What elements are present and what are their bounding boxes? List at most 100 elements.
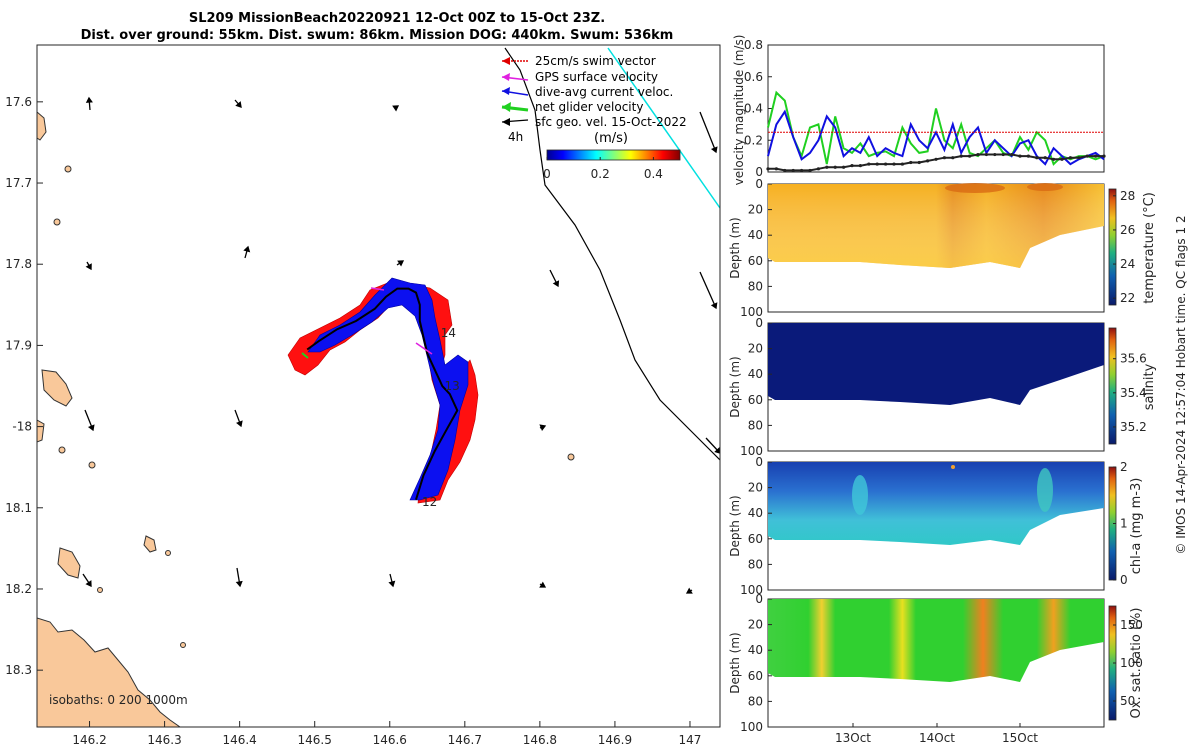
sfc-geo-arrowhead bbox=[85, 96, 93, 103]
map-y-tick-label: 18.2 bbox=[5, 582, 32, 596]
velocity-point bbox=[917, 160, 921, 165]
legend-gps-velocity: GPS surface velocity bbox=[501, 70, 658, 84]
track-day-label: 13 bbox=[445, 379, 460, 393]
sfc-geo-arrowhead bbox=[392, 105, 400, 112]
velocity-point bbox=[976, 152, 980, 157]
colorbar-title: (m/s) bbox=[594, 131, 628, 146]
velocity-ylabel: velocity magnitude (m/s) bbox=[732, 35, 746, 186]
velocity-y-tick-label: 0.8 bbox=[744, 38, 763, 52]
map-y-tick-label: 17.7 bbox=[5, 176, 32, 190]
time-tick-label: 13Oct bbox=[835, 731, 871, 745]
islet bbox=[97, 587, 103, 593]
sfc-geo-arrowhead bbox=[85, 263, 92, 271]
cbar-tick-label: 0 bbox=[1120, 573, 1128, 587]
velocity-point bbox=[1068, 156, 1072, 160]
map-frame bbox=[36, 44, 721, 728]
velocity-point bbox=[1085, 154, 1089, 158]
depth-tick-label: 40 bbox=[748, 506, 763, 520]
time-tick-label: 14Oct bbox=[919, 731, 955, 745]
map-background bbox=[37, 45, 720, 727]
salinity-colorbar bbox=[1108, 327, 1117, 445]
cbar-tick-label: 28 bbox=[1120, 189, 1135, 203]
depth-tick-label: 0 bbox=[755, 455, 763, 469]
velocity-point bbox=[800, 168, 804, 173]
velocity-point bbox=[926, 159, 930, 163]
velocity-series-line bbox=[767, 90, 1105, 166]
map-x-tick-label: 146.5 bbox=[298, 733, 332, 747]
sfc-geo-arrowhead bbox=[685, 587, 693, 594]
velocity-y-tick-label: 0 bbox=[755, 165, 763, 179]
cbar-tick-label: 1 bbox=[1120, 517, 1128, 531]
velocity-y-tick-label: 0.4 bbox=[744, 102, 763, 116]
velocity-y-axis: 0 0.2 0.4 0.6 0.8 bbox=[744, 38, 772, 179]
depth-tick-label: 100 bbox=[740, 583, 763, 597]
depth-tick-label: 60 bbox=[748, 393, 763, 407]
depth-tick-label: 40 bbox=[748, 643, 763, 657]
velocity-point bbox=[951, 156, 955, 160]
velocity-point bbox=[1094, 154, 1098, 158]
sfc-geo-arrowhead bbox=[388, 580, 396, 588]
cbar-tick-label: 35.2 bbox=[1120, 420, 1147, 434]
map-y-tick-label: -18 bbox=[12, 420, 32, 434]
map-y-tick-label: 17.9 bbox=[5, 338, 32, 352]
velocity-point bbox=[1018, 154, 1022, 158]
colorbar-tick-label: 0.4 bbox=[644, 167, 663, 181]
island-left-2 bbox=[41, 369, 73, 407]
gps-velocity-mark bbox=[415, 342, 433, 355]
sfc-geo-arrowhead bbox=[87, 424, 95, 432]
legend-net-velocity: net glider velocity bbox=[501, 100, 643, 114]
depth-tick-label: 20 bbox=[748, 481, 763, 495]
map-legend: 25cm/s swim vector GPS surface velocity … bbox=[501, 54, 687, 181]
sfc-geo-arrowhead bbox=[235, 580, 243, 588]
temperature-colorbar bbox=[1108, 188, 1117, 306]
cbar-tick-label: 35.4 bbox=[1120, 386, 1147, 400]
speed-colorbar bbox=[546, 149, 681, 161]
island-left-3 bbox=[37, 419, 45, 443]
legend-swim-vector: 25cm/s swim vector bbox=[502, 54, 656, 68]
glider-track bbox=[306, 287, 459, 500]
time-tick-label: 15Oct bbox=[1002, 731, 1038, 745]
chla-patch bbox=[1037, 468, 1053, 512]
depth-tick-label: 60 bbox=[748, 532, 763, 546]
map-y-tick-label: 18.3 bbox=[5, 663, 32, 677]
depth-tick-label: 20 bbox=[748, 618, 763, 632]
depth-tick-label: 0 bbox=[755, 316, 763, 330]
cbar-tick-label: 22 bbox=[1120, 291, 1135, 305]
speed-colorbar-ticks: 0 0.2 0.4 bbox=[543, 157, 663, 181]
depth-tick-label: 40 bbox=[748, 367, 763, 381]
oxygen-panel: 0 20 40 60 80 100 Depth (m) 50 100 150 Ox. sat.… bbox=[728, 592, 1144, 745]
sfc-geo-arrow bbox=[699, 271, 717, 309]
velocity-point bbox=[1102, 154, 1106, 158]
net-velocity-mark bbox=[301, 352, 309, 359]
velocity-point bbox=[909, 160, 913, 165]
legend-label: 25cm/s swim vector bbox=[535, 54, 656, 68]
colorbar-tick-label: 0.2 bbox=[591, 167, 610, 181]
depth-tick-label: 20 bbox=[748, 342, 763, 356]
legend-dive-avg: dive-avg current veloc. bbox=[501, 85, 673, 99]
velocity-panel: 0 0.2 0.4 0.6 0.8 velocity magnitude (m/s) bbox=[732, 35, 1106, 186]
map-x-axis: 146.2 146.3 146.4 146.5 146.6 146.7 146.8 146.9… bbox=[72, 721, 701, 747]
chla-colorbar-ticks: 0 1 2 bbox=[1113, 460, 1128, 587]
sfc-geo-arrowhead bbox=[235, 101, 242, 108]
depth-tick-label: 100 bbox=[740, 444, 763, 458]
velocity-point bbox=[766, 167, 770, 171]
depth-tick-label: 20 bbox=[748, 203, 763, 217]
velocity-point bbox=[791, 168, 795, 173]
sfc-geo-arrowhead bbox=[539, 424, 547, 432]
depth-tick-label: 80 bbox=[748, 557, 763, 571]
velocity-point bbox=[1060, 157, 1064, 161]
sfc-geo-arrowhead bbox=[397, 260, 405, 267]
oxygen-field bbox=[768, 599, 1104, 682]
chla-cbar-label: chl-a (mg m-3) bbox=[1129, 478, 1144, 575]
footer-side-text: © IMOS 14-Apr-2024 12:57:04 Hobart time.… bbox=[1174, 215, 1188, 554]
islet bbox=[165, 550, 171, 556]
island-large bbox=[57, 547, 81, 579]
cyan-reference-line bbox=[607, 47, 720, 209]
islet bbox=[53, 218, 61, 226]
salinity-cbar-label: salinity bbox=[1142, 363, 1157, 410]
chla-high-point bbox=[951, 465, 955, 469]
sfc-geo-arrowhead bbox=[243, 245, 251, 253]
sfc-geo-arrowhead bbox=[85, 580, 92, 588]
islet bbox=[567, 453, 575, 461]
map-y-axis: 17.6 17.7 17.8 17.9 -18 18.1 18.2 18.3 bbox=[5, 95, 43, 677]
